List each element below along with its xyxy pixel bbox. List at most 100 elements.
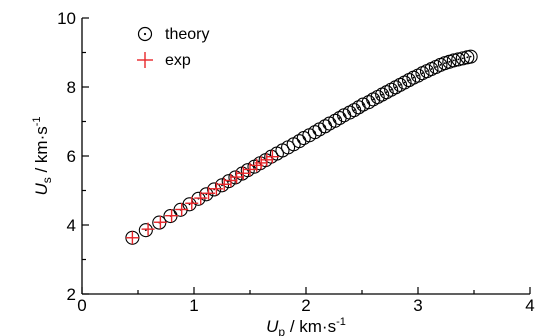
theory-point-dot <box>399 84 401 86</box>
theory-point-dot <box>461 57 464 60</box>
x-tick-label: 3 <box>413 296 422 315</box>
theory-point-dot <box>457 58 460 61</box>
exp-point <box>209 182 223 196</box>
theory-point-ring <box>455 51 470 66</box>
theory-point <box>455 51 470 66</box>
theory-point-dot <box>353 109 356 112</box>
theory-point-ring <box>446 53 461 68</box>
theory-point-dot <box>443 62 446 65</box>
theory-point-dot <box>348 111 351 114</box>
theory-point-dot <box>430 68 433 70</box>
exp-point <box>243 162 257 176</box>
theory-point-dot <box>390 88 393 91</box>
legend-marker-exp <box>137 52 153 68</box>
theory-point <box>292 134 307 149</box>
theory-point-dot <box>421 72 424 75</box>
ticks <box>81 17 531 295</box>
exp-point <box>153 215 167 229</box>
theory-point-dot <box>417 74 419 77</box>
exp-point <box>194 191 208 205</box>
theory-point <box>463 49 478 64</box>
theory-point-dot <box>367 101 370 104</box>
theory-point-dot <box>426 70 428 73</box>
exp-point <box>175 202 189 216</box>
theory-point-dot <box>448 60 451 63</box>
theory-point <box>451 52 466 67</box>
legend-label-exp: exp <box>165 52 191 69</box>
theory-point <box>361 95 376 110</box>
theory-point-dot <box>338 117 341 119</box>
theory-point <box>199 187 214 202</box>
theory-point-dot <box>357 106 360 109</box>
theory-point-dot <box>435 66 437 68</box>
theory-point-ring <box>199 187 214 202</box>
x-axis-label-exp: -1 <box>336 316 346 328</box>
theory-point <box>332 111 347 126</box>
y-axis-label: Us / km·s-1 <box>31 116 54 195</box>
legend-marker-theory <box>137 26 153 42</box>
x-tick-label: 4 <box>525 296 534 315</box>
series-exp <box>125 150 279 245</box>
y-axis-label-exp: -1 <box>31 116 43 126</box>
legend: theory exp <box>137 26 209 69</box>
theory-point <box>437 56 452 71</box>
theory-point-dot <box>439 64 442 66</box>
x-tick-label: 1 <box>189 296 198 315</box>
y-tick-label: 2 <box>67 285 76 304</box>
y-tick-label: 10 <box>57 9 76 28</box>
theory-point <box>317 119 333 134</box>
theory-point-dot <box>408 79 410 81</box>
x-axis-label-unit: / km·s <box>285 317 336 336</box>
y-axis-label-unit: / km·s <box>32 126 51 177</box>
theory-point-dot <box>412 76 415 79</box>
exp-point <box>230 170 244 184</box>
x-axis-label-sub: p <box>278 325 285 336</box>
exp-point <box>254 156 268 170</box>
y-axis-label-sub: s <box>40 177 54 183</box>
theory-point <box>307 125 323 140</box>
theory-point-ring <box>361 95 376 110</box>
theory-point-dot <box>466 56 469 59</box>
theory-point-dot <box>314 131 316 134</box>
theory-point-dot <box>376 96 379 98</box>
x-axis-label-main: U <box>266 317 279 336</box>
exp-point <box>165 209 179 223</box>
y-axis-label-main: U <box>32 183 51 196</box>
legend-label-theory: theory <box>165 26 209 43</box>
theory-point-dot <box>334 119 337 122</box>
x-axis-label: Up / km·s-1 <box>266 316 346 336</box>
theory-point-dot <box>385 91 388 94</box>
y-tick-label: 8 <box>67 78 76 97</box>
theory-point <box>328 113 343 128</box>
x-tick-label: 0 <box>77 296 86 315</box>
x-tick-label: 2 <box>301 296 310 315</box>
y-tick-label: 4 <box>67 216 76 235</box>
y-tick-label: 6 <box>67 147 76 166</box>
theory-point-dot <box>324 125 326 128</box>
theory-point-ring <box>463 49 478 64</box>
theory-point <box>442 54 457 69</box>
exp-point <box>185 196 199 210</box>
theory-point <box>347 103 362 118</box>
exp-point <box>125 231 139 245</box>
exp-point <box>265 150 279 164</box>
exp-point <box>236 166 250 180</box>
theory-point-dot <box>452 59 455 62</box>
exp-point <box>260 153 274 167</box>
theory-point-dot <box>403 81 406 84</box>
theory-point-ring <box>214 178 230 193</box>
theory-point-dot <box>394 86 397 89</box>
theory-point <box>138 223 153 238</box>
series-theory <box>125 49 478 245</box>
exp-point <box>202 186 216 200</box>
theory-point-dot <box>381 93 384 96</box>
exp-point <box>224 173 238 187</box>
theory-point-dot <box>372 98 375 101</box>
theory-point <box>446 53 461 68</box>
exp-point <box>217 177 231 191</box>
exp-point <box>141 222 155 236</box>
theory-point-ring <box>138 223 153 238</box>
theory-point-dot <box>469 55 472 58</box>
tick-labels: 0 1 2 3 4 2 4 6 8 10 <box>57 9 535 315</box>
